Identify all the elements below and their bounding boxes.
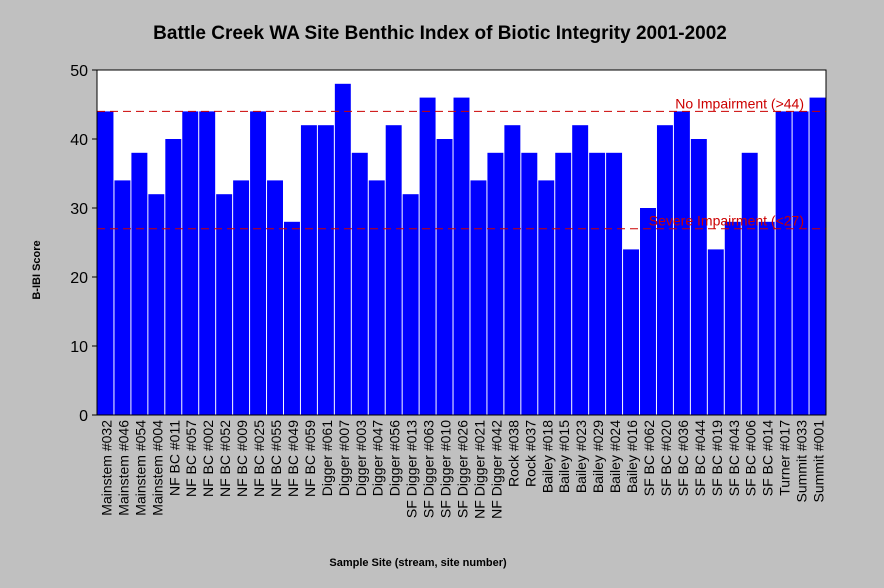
bar: [453, 97, 470, 415]
bar: [436, 139, 453, 415]
y-tick-label: 50: [70, 63, 88, 80]
bar: [199, 111, 216, 416]
x-tick-label: SF BC #020: [658, 420, 674, 496]
reference-label: No Impairment (>44): [675, 95, 804, 111]
bar: [724, 221, 741, 415]
bar: [334, 83, 351, 416]
bar: [792, 111, 809, 416]
x-tick-label: SF BC #062: [641, 420, 657, 496]
x-tick-label: Bailey #015: [556, 420, 572, 493]
bar: [351, 152, 368, 416]
bar: [606, 152, 623, 416]
y-tick-label: 30: [70, 201, 88, 218]
y-tick-label: 20: [70, 270, 88, 287]
bar: [148, 194, 165, 415]
y-axis-label: B-IBI Score: [31, 240, 43, 299]
bar: [283, 221, 300, 415]
bar: [555, 152, 572, 416]
bar: [640, 208, 656, 415]
x-tick-label: Bailey #024: [607, 420, 623, 493]
reference-label: Severe Impairment (<27): [649, 213, 804, 229]
bar: [317, 125, 334, 415]
x-tick-label: Bailey #018: [539, 420, 555, 493]
bar: [165, 139, 182, 415]
x-tick-label: NF BC #059: [302, 420, 318, 497]
bar: [114, 180, 131, 415]
bar: [97, 111, 114, 416]
bar: [267, 180, 283, 415]
x-tick-label: SF Digger #013: [404, 420, 420, 518]
y-tick-label: 40: [70, 132, 88, 149]
x-tick-label: SF BC #036: [675, 420, 691, 496]
bar: [775, 111, 792, 416]
bar: [504, 125, 521, 415]
bar: [402, 194, 419, 415]
chart-title: Battle Creek WA Site Benthic Index of Bi…: [153, 23, 727, 44]
y-tick-label: 0: [79, 408, 88, 425]
x-tick-label: NF BC #011: [166, 420, 182, 496]
bar: [385, 125, 402, 415]
x-tick-label: Bailey #016: [624, 420, 640, 493]
x-tick-label: SF BC #014: [760, 420, 776, 496]
x-tick-label: Mainstem #004: [149, 420, 165, 516]
bar: [470, 180, 487, 415]
x-tick-label: Digger #056: [387, 420, 403, 496]
x-tick-label: Bailey #029: [590, 420, 606, 493]
y-tick-label: 10: [70, 339, 88, 356]
x-tick-label: Mainstem #054: [132, 420, 148, 516]
x-tick-label: SF BC #044: [692, 420, 708, 496]
x-axis-label: Sample Site (stream, site number): [329, 557, 507, 569]
bar: [216, 194, 233, 415]
bar: [131, 152, 148, 416]
bar: [758, 221, 775, 415]
bar: [182, 111, 199, 416]
bar: [589, 152, 606, 416]
bar: [809, 97, 826, 415]
x-tick-label: SF Digger #063: [421, 420, 437, 518]
x-tick-label: Summit #001: [811, 420, 827, 503]
bar: [690, 139, 707, 415]
x-tick-label: NF BC #002: [200, 420, 216, 497]
x-tick-label: Digger #007: [336, 420, 352, 496]
bar: [419, 97, 436, 415]
bar: [741, 152, 758, 416]
x-tick-label: NF BC #052: [217, 420, 233, 497]
x-tick-label: SF Digger #010: [438, 420, 454, 518]
x-tick-label: SF Digger #026: [455, 420, 471, 518]
bar: [673, 111, 690, 416]
bar: [656, 125, 673, 415]
x-tick-label: NF BC #057: [183, 420, 199, 497]
bar: [368, 180, 385, 415]
bar: [233, 180, 250, 415]
bar: [300, 125, 317, 415]
x-tick-label: Digger #047: [370, 420, 386, 496]
x-tick-label: Digger #003: [353, 420, 369, 496]
x-tick-label: NF BC #049: [285, 420, 301, 497]
x-tick-label: NF Digger #042: [488, 420, 504, 519]
plot-frame: [96, 69, 827, 416]
x-tick-label: Rock #038: [505, 420, 521, 487]
x-tick-label: Digger #061: [319, 420, 335, 496]
bar: [572, 125, 589, 415]
x-tick-label: NF Digger #021: [471, 420, 487, 519]
bar: [623, 249, 640, 415]
x-tick-label: SF BC #019: [709, 420, 725, 496]
x-tick-label: Turner #017: [777, 420, 793, 496]
bar: [250, 111, 267, 416]
bar: [521, 152, 538, 416]
x-tick-label: Rock #037: [522, 420, 538, 487]
x-tick-label: Summit #033: [794, 420, 810, 503]
x-tick-label: Bailey #023: [573, 420, 589, 493]
x-tick-label: SF BC #006: [743, 420, 759, 496]
bar: [538, 180, 555, 415]
bar: [707, 249, 724, 415]
x-tick-label: SF BC #043: [726, 420, 742, 496]
x-tick-label: NF BC #055: [268, 420, 284, 497]
bar: [487, 152, 504, 416]
x-tick-label: NF BC #025: [251, 420, 267, 497]
x-tick-label: Mainstem #046: [115, 420, 131, 516]
x-tick-label: Mainstem #032: [98, 420, 114, 516]
x-tick-label: NF BC #009: [234, 420, 250, 497]
